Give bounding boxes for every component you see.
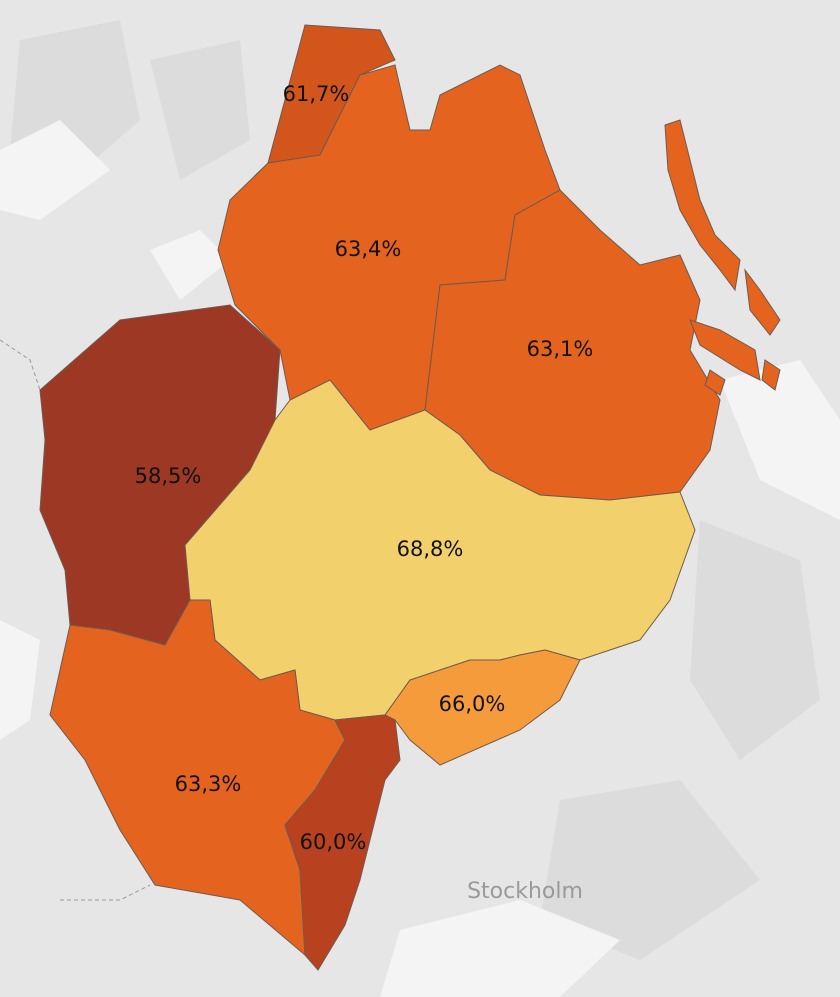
land-patch (150, 40, 250, 180)
land-patch (690, 520, 820, 760)
island (744, 268, 781, 336)
region-label: 66,0% (439, 692, 506, 716)
region-label: 61,7% (283, 82, 350, 106)
region (384, 649, 581, 766)
lake (720, 360, 840, 520)
regions (39, 24, 781, 971)
region-label: 63,1% (527, 337, 594, 361)
region (284, 714, 401, 971)
lake (0, 620, 40, 740)
region-label: 68,8% (397, 537, 464, 561)
land-patch (540, 780, 760, 960)
region-label: 60,0% (300, 830, 367, 854)
water (0, 120, 840, 997)
labels: 61,7% 63,4% 63,1% 58,5% 68,8% 66,0% 63,3% 60,0% (135, 82, 594, 854)
region-label: 58,5% (135, 464, 202, 488)
place-label: Stockholm (467, 879, 583, 904)
island (689, 319, 761, 381)
island (704, 369, 726, 396)
lake (150, 230, 230, 300)
lake (380, 900, 620, 997)
region-label: 63,4% (335, 237, 402, 261)
region-label: 63,3% (175, 772, 242, 796)
border (0, 339, 41, 391)
island (761, 359, 781, 391)
island (664, 119, 741, 292)
border (60, 884, 151, 901)
lake (0, 120, 110, 220)
